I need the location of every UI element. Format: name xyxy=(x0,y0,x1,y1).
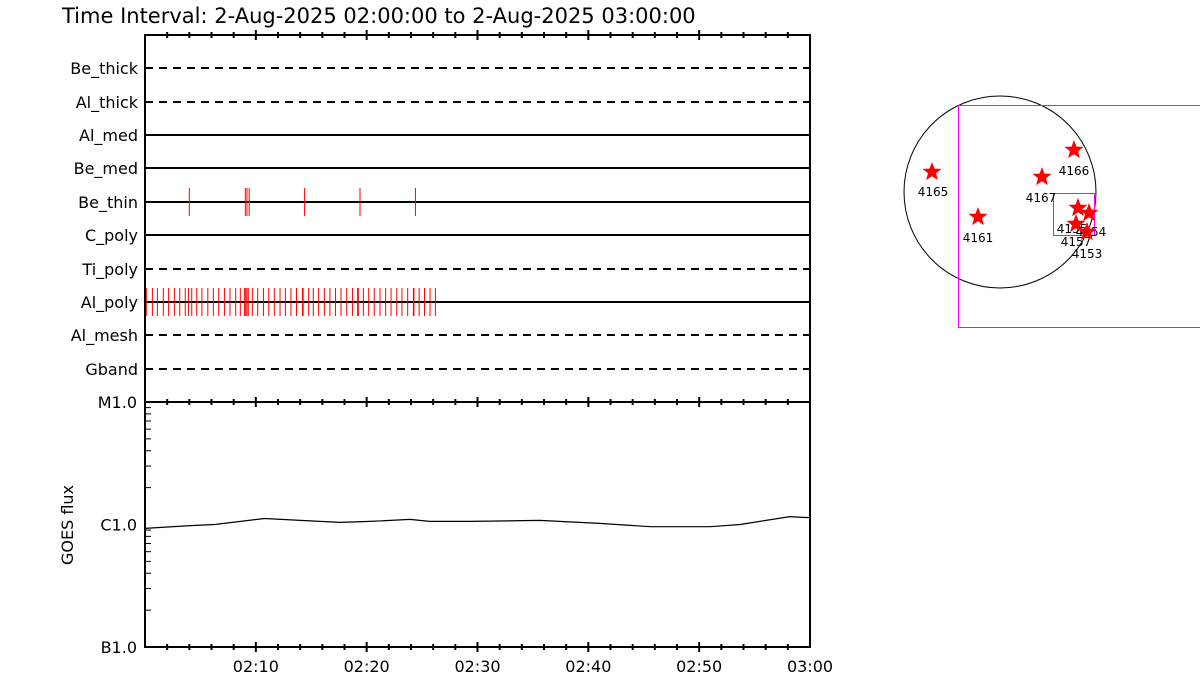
row-label-be_thin: Be_thin xyxy=(78,193,138,213)
active-region-star-4166 xyxy=(1064,140,1084,159)
x-tick-label: 02:30 xyxy=(454,657,500,676)
fov-box-large xyxy=(958,105,1200,328)
row-label-be_thick: Be_thick xyxy=(70,59,138,79)
row-label-al_thick: Al_thick xyxy=(76,93,139,113)
solar-disk-map: 41654161416741664155415441574153 xyxy=(903,95,1200,328)
y-tick-label: B1.0 xyxy=(101,638,137,657)
goes-frame xyxy=(144,401,811,648)
row-label-al_mesh: Al_mesh xyxy=(71,326,138,346)
active-region-label-4165: 4165 xyxy=(918,185,949,199)
x-tick-label: 02:20 xyxy=(344,657,390,676)
active-region-star-4154 xyxy=(1079,203,1099,222)
row-label-ti_poly: Ti_poly xyxy=(81,260,138,280)
active-region-label-4167: 4167 xyxy=(1026,191,1057,205)
fov-box-small xyxy=(1053,193,1095,236)
y-tick-label: C1.0 xyxy=(100,516,137,535)
timeline-frame xyxy=(144,34,811,403)
active-region-label-4161: 4161 xyxy=(963,231,994,245)
row-label-be_med: Be_med xyxy=(74,159,138,179)
active-region-star-4153 xyxy=(1077,222,1097,241)
x-tick-label: 03:00 xyxy=(787,657,833,676)
time-interval-title: Time Interval: 2-Aug-2025 02:00:00 to 2-… xyxy=(61,4,696,28)
goes-flux-panel: GOES flux M1.0 C1.0 B1.0 02:10 02:20 02:30 02:… xyxy=(58,30,833,676)
active-region-label-4153: 4153 xyxy=(1072,247,1103,261)
active-region-label-4157: 4157 xyxy=(1061,235,1092,249)
active-region-star-4155 xyxy=(1068,198,1088,217)
row-label-al_poly: Al_poly xyxy=(81,293,138,313)
y-tick-label: M1.0 xyxy=(98,393,137,412)
active-region-star-4157 xyxy=(1066,214,1086,233)
x-tick-label: 02:10 xyxy=(233,657,279,676)
y-axis-label: GOES flux xyxy=(58,485,77,565)
active-region-label-4166: 4166 xyxy=(1059,164,1090,178)
row-label-gband: Gband xyxy=(85,360,138,379)
x-tick-label: 02:50 xyxy=(676,657,722,676)
row-label-al_med: Al_med xyxy=(79,126,138,146)
event-timeline-panel: Be_thick Al_thick Al_med Be_med Be_thin C_pol… xyxy=(70,34,811,403)
x-tick-label: 02:40 xyxy=(565,657,611,676)
goes-flux-line xyxy=(144,515,810,529)
row-label-c_poly: C_poly xyxy=(85,226,138,246)
active-region-star-4165 xyxy=(922,162,942,181)
active-region-star-4161 xyxy=(968,207,988,226)
active-region-star-4167 xyxy=(1032,167,1052,186)
solar-limb xyxy=(903,95,1097,289)
